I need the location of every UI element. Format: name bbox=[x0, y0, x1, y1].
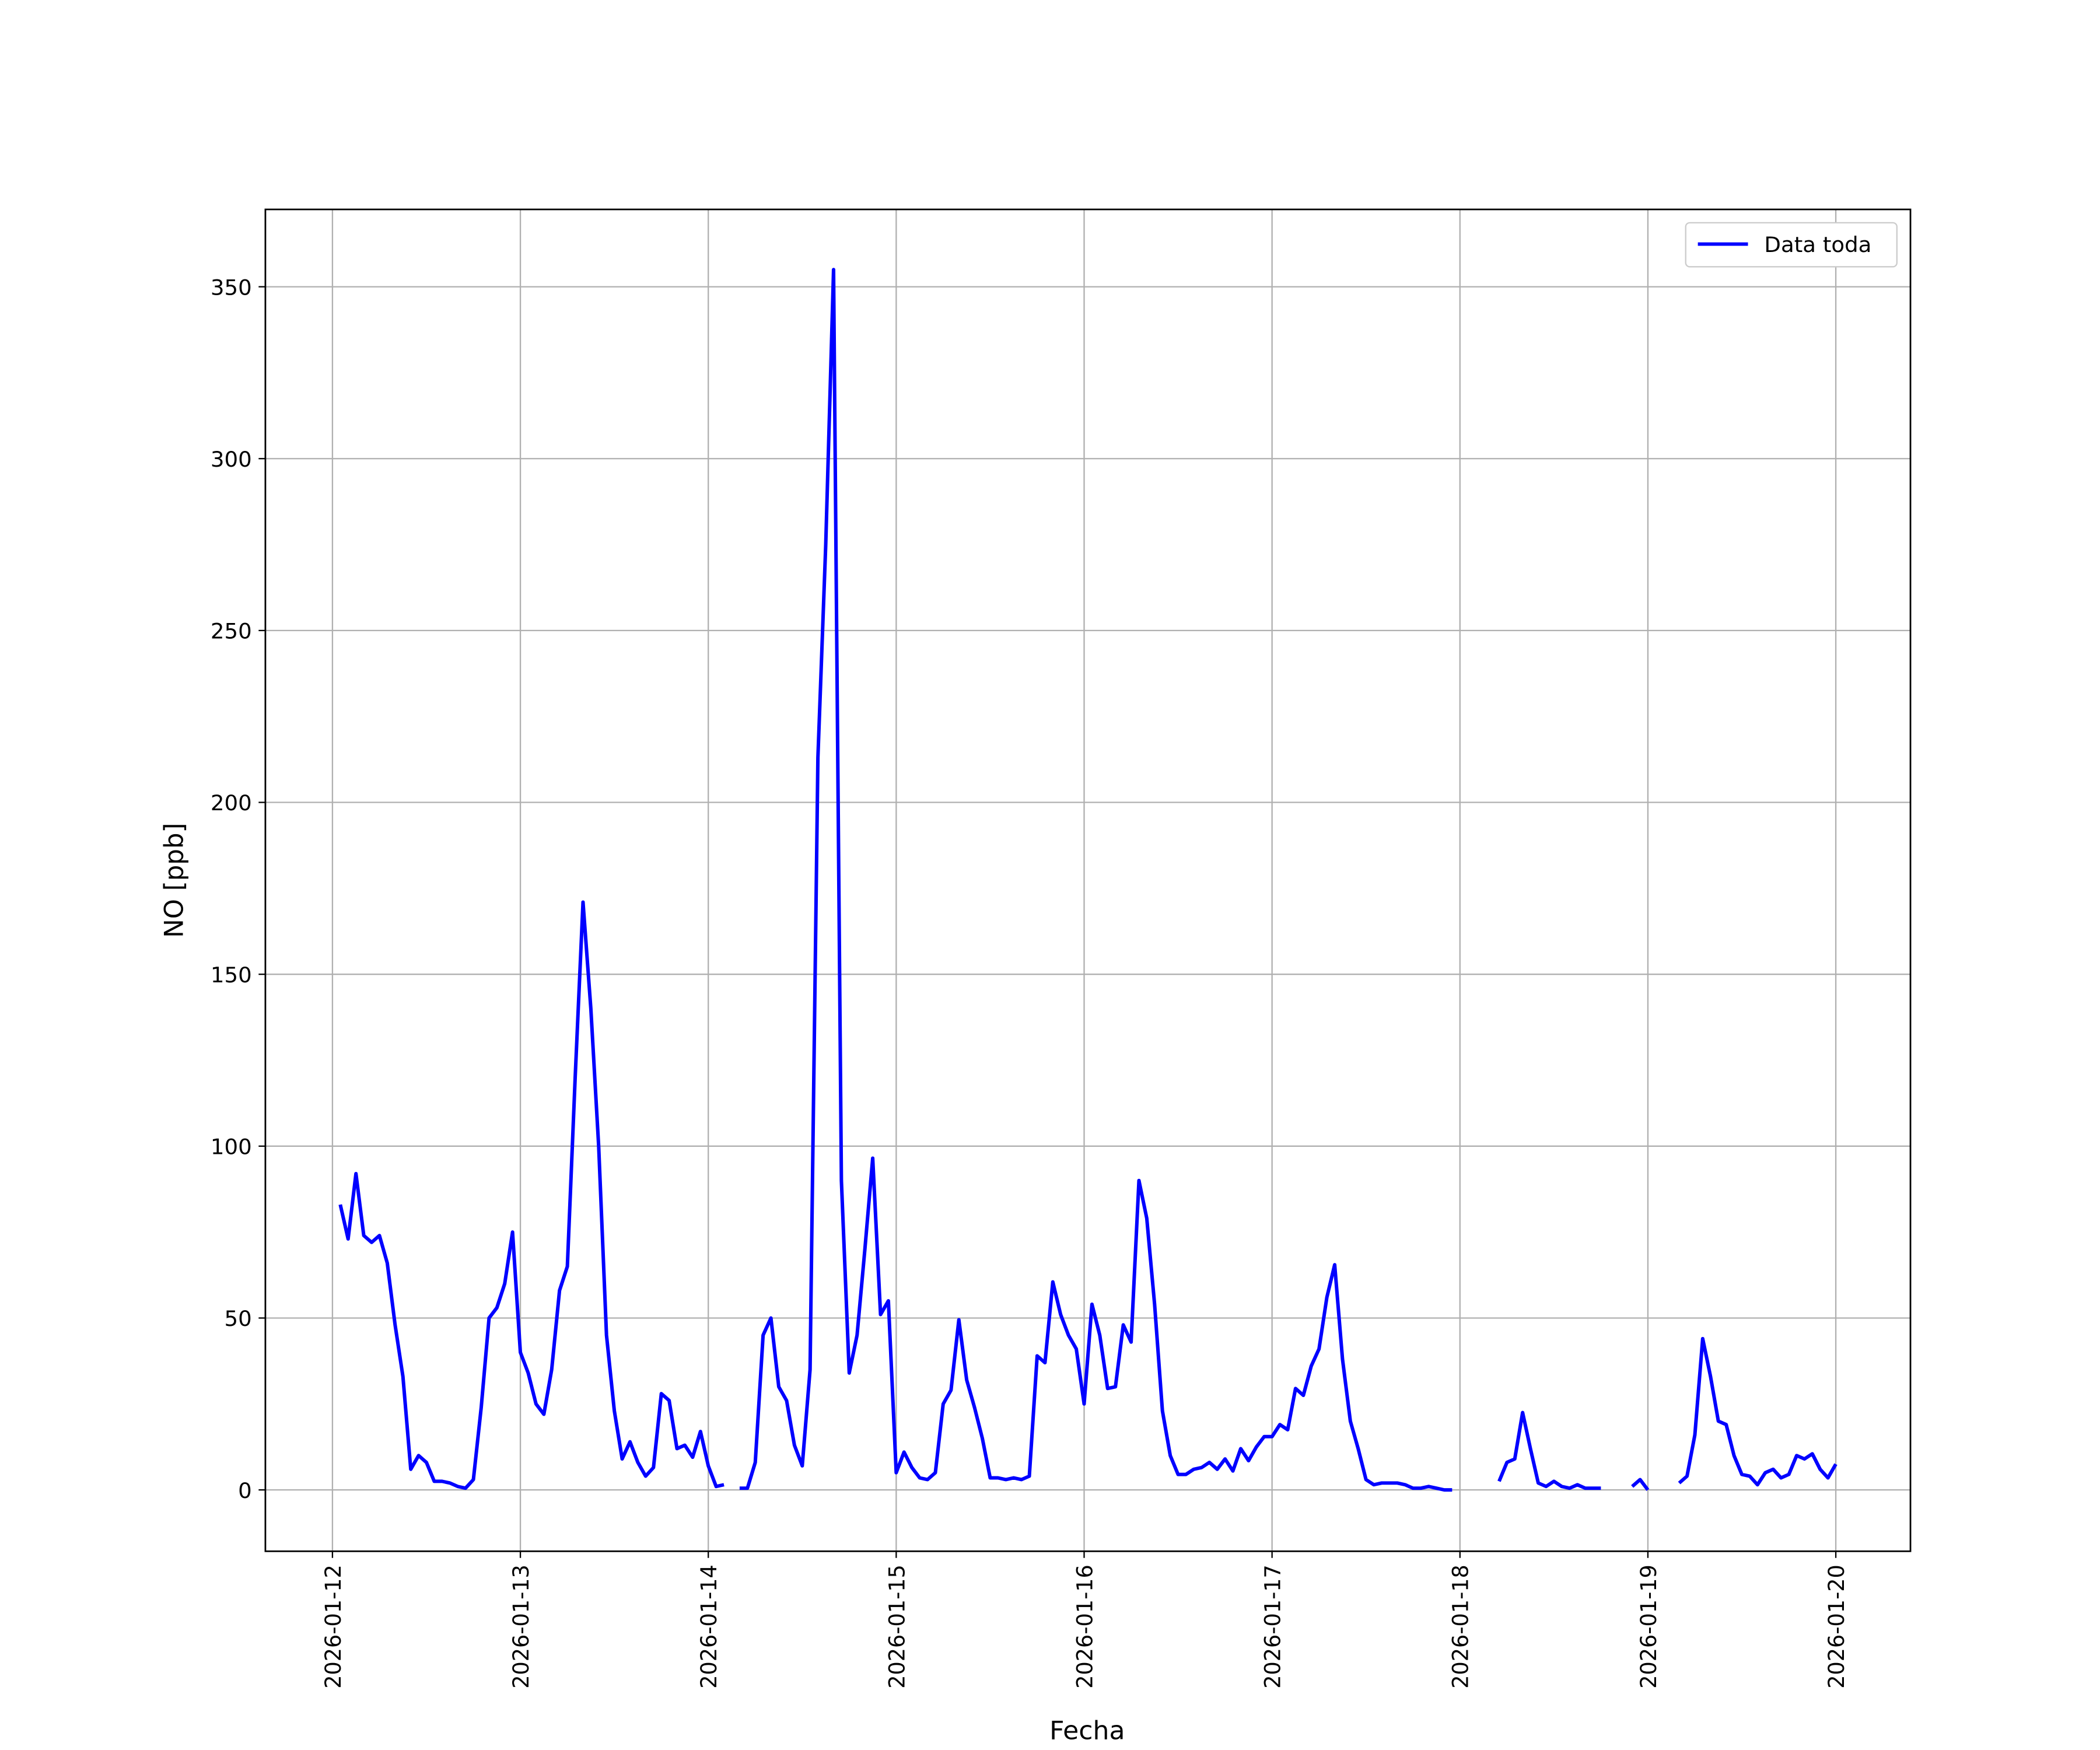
x-tick-label: 2026-01-14 bbox=[696, 1564, 722, 1689]
legend-label: Data toda bbox=[1764, 232, 1871, 257]
y-tick-label: 50 bbox=[224, 1306, 251, 1331]
y-tick-label: 100 bbox=[211, 1135, 252, 1160]
y-tick-label: 150 bbox=[211, 963, 252, 988]
axes-frame bbox=[264, 208, 1912, 1552]
ticks: 0 50 100 150 200 250 300 350 2026-01-12 2026-01-1… bbox=[211, 275, 1849, 1689]
y-tick-label: 200 bbox=[211, 790, 252, 816]
x-axis-label: Fecha bbox=[1049, 1716, 1125, 1746]
y-tick-label: 350 bbox=[211, 275, 252, 300]
y-axis-label: NO [ppb] bbox=[159, 823, 189, 938]
y-tick-label: 0 bbox=[238, 1478, 252, 1503]
plot-area bbox=[338, 268, 1838, 1492]
x-tick-label: 2026-01-19 bbox=[1636, 1564, 1661, 1689]
legend-box bbox=[1685, 222, 1898, 268]
legend: Data toda bbox=[1685, 222, 1898, 268]
y-tick-label: 300 bbox=[211, 447, 252, 472]
x-tick-label: 2026-01-18 bbox=[1448, 1564, 1473, 1689]
y-tick-label: 250 bbox=[211, 619, 252, 644]
x-tick-label: 2026-01-12 bbox=[321, 1564, 346, 1689]
x-tick-label: 2026-01-17 bbox=[1260, 1564, 1285, 1689]
x-tick-label: 2026-01-13 bbox=[509, 1564, 534, 1689]
x-tick-label: 2026-01-16 bbox=[1072, 1564, 1097, 1689]
x-tick-label: 2026-01-20 bbox=[1824, 1564, 1849, 1689]
x-tick-label: 2026-01-15 bbox=[884, 1564, 909, 1689]
data-line bbox=[338, 268, 1838, 1492]
